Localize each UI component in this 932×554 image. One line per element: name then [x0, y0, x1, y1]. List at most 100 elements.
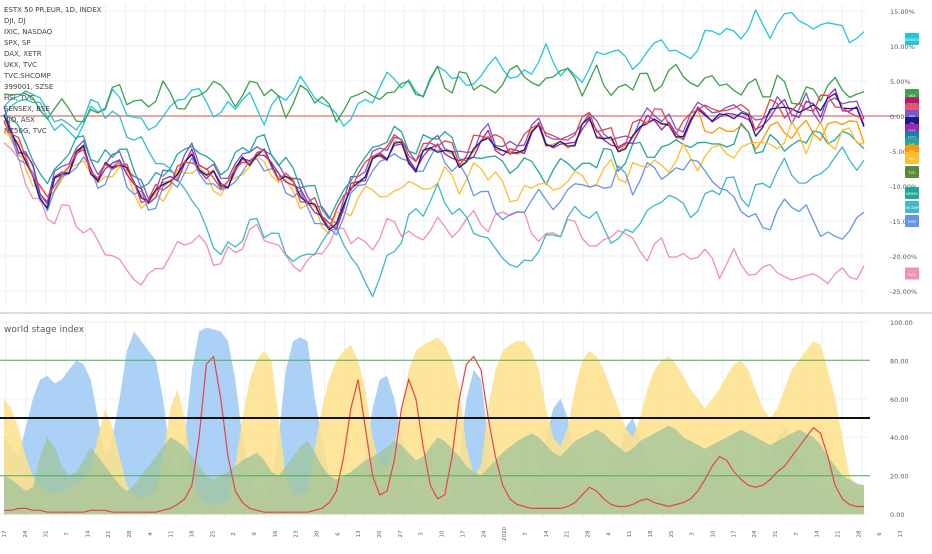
top-y-tick-label: -10.00% — [890, 183, 917, 191]
legend-entry: HSI, TVC — [4, 94, 34, 102]
area-series-red-line — [4, 355, 864, 513]
x-tick-label: 24 — [481, 530, 487, 537]
x-tick-label: 21 — [565, 531, 571, 538]
legend-entry: IXIC, NASDAQ — [4, 28, 53, 36]
x-tick-label: 14 — [85, 530, 91, 537]
bottom-y-tick-label: 40.00 — [890, 434, 909, 442]
value-badge-box — [905, 166, 919, 178]
legend-entry: DAX, XETR — [4, 50, 42, 58]
series-line-0 — [3, 9, 865, 140]
x-tick-label: 25 — [669, 530, 675, 537]
x-tick-label: 9 — [252, 532, 258, 536]
series-line-4 — [3, 113, 865, 220]
value-badge-box — [905, 215, 919, 227]
bottom-pane-reference-lines — [0, 359, 870, 477]
series-line-2 — [3, 92, 865, 225]
value-badge-label: UKX — [908, 94, 916, 98]
series-line-10 — [3, 92, 865, 231]
legend-entry: SENSEX, BSE — [4, 105, 50, 113]
x-tick-label: 16 — [273, 530, 279, 537]
x-tick-label: 23 — [294, 530, 300, 537]
x-tick-label: 10 — [710, 530, 716, 537]
x-tick-label: 4 — [606, 532, 612, 536]
x-tick-label: 28 — [127, 530, 133, 537]
value-badge-label: NZ50G — [906, 192, 918, 196]
legend-entry: ESTX 50 PR.EUR, 1D, INDEX — [4, 6, 102, 14]
x-tick-label: 21 — [106, 531, 112, 538]
legend-entry: SPX, SP — [4, 39, 31, 47]
legend-entry: 399001, SZSE — [4, 83, 53, 91]
legend-entry: TVC:SHCOMP — [3, 72, 51, 80]
value-badge-box — [905, 267, 919, 280]
x-tick-label: 24 — [23, 530, 29, 537]
value-badge-box — [905, 187, 919, 199]
top-y-tick-label: -15.00% — [890, 218, 917, 226]
series-line-9 — [3, 88, 865, 230]
series-line-1 — [3, 63, 865, 123]
x-tick-label: 3 — [419, 532, 425, 536]
x-tick-label: 30 — [315, 530, 321, 537]
top-y-tick-label: 0.00% — [890, 113, 911, 121]
x-axis: 17 24 31 7 14 21 28 4 11 18 25 2 9 16 23 30 6 13 20 27 3 10 17… — [2, 527, 904, 541]
x-tick-label: 2 — [231, 532, 237, 536]
series-line-5 — [3, 120, 865, 235]
x-tick-label: 17 — [460, 530, 466, 537]
top-y-tick-label: -25.00% — [890, 288, 917, 296]
x-tick-label: 3 — [690, 532, 696, 536]
x-tick-label: 4 — [148, 532, 154, 536]
value-badge: SENSEX — [905, 33, 919, 45]
x-tick-label: 18 — [190, 530, 196, 537]
x-tick-label: 25 — [210, 530, 216, 537]
bottom-y-tick-label: 0.00 — [890, 511, 904, 519]
x-tick-label: 17 — [2, 530, 8, 537]
x-tick-label: 28 — [856, 530, 862, 537]
x-tick-label: 13 — [898, 530, 904, 537]
bottom-y-tick-label: 100.00 — [890, 319, 913, 327]
series-line-11 — [3, 94, 865, 229]
x-tick-label: 20 — [377, 530, 383, 537]
x-tick-label: 7 — [65, 532, 71, 536]
bottom-y-tick-label: 60.00 — [890, 396, 909, 404]
series-line-8 — [3, 114, 865, 240]
value-badge-label: SENSEX — [905, 38, 919, 42]
x-tick-label: 7 — [794, 532, 800, 536]
x-tick-label: 27 — [398, 530, 404, 537]
value-badge-label: NZD — [908, 273, 916, 277]
legend-entry: NZ50G, TVC — [4, 127, 47, 135]
value-badge-box — [905, 33, 919, 45]
top-pane-series-lines — [3, 9, 865, 298]
x-tick-label: 21 — [835, 531, 841, 538]
bottom-pane-areas — [4, 327, 864, 515]
top-y-tick-label: 15.00% — [890, 8, 915, 16]
bottom-pane-y-axis: 100.00 80.00 60.00 40.00 20.00 0.00 — [890, 319, 913, 519]
x-tick-label: 31 — [773, 531, 779, 538]
x-tick-label: 2020 — [502, 527, 508, 541]
x-tick-label: 6 — [877, 532, 883, 536]
x-tick-label: 10 — [440, 530, 446, 537]
value-badge: SHCOMP — [905, 201, 919, 213]
x-tick-label: 7 — [523, 532, 529, 536]
x-tick-label: 13 — [356, 530, 362, 537]
top-pane-legend: ESTX 50 PR.EUR, 1D, INDEX DJI, DJ IXIC, NA… — [3, 6, 102, 135]
area-series-green — [4, 425, 864, 515]
bottom-y-tick-label: 80.00 — [890, 357, 909, 365]
x-tick-label: 17 — [731, 530, 737, 537]
series-line-7 — [3, 90, 865, 298]
x-tick-label: 31 — [44, 531, 50, 538]
top-pane-y-axis: 15.00% 10.00% 5.00% 0.00% -5.00% -10.00% -15.0… — [890, 8, 917, 296]
top-pane-last-value-badges: SENSEXUKXCAC40399001SPXDJIDAXESTXHSIIXIC… — [905, 33, 919, 280]
bottom-pane-title: world stage index — [4, 325, 85, 335]
value-badge: NZ50G — [905, 187, 919, 199]
value-badge: TVC — [905, 166, 919, 178]
x-tick-label: 11 — [627, 531, 633, 538]
area-series-blue — [4, 327, 864, 515]
legend-entry: DJI, DJ — [4, 17, 25, 25]
x-tick-label: 6 — [335, 532, 341, 536]
x-tick-label: 28 — [585, 530, 591, 537]
x-tick-label: 14 — [815, 530, 821, 537]
x-tick-label: 11 — [169, 531, 175, 538]
legend-entry: XJO, ASX — [4, 116, 35, 124]
top-y-tick-label: -5.00% — [890, 148, 913, 156]
x-tick-label: 24 — [752, 530, 758, 537]
